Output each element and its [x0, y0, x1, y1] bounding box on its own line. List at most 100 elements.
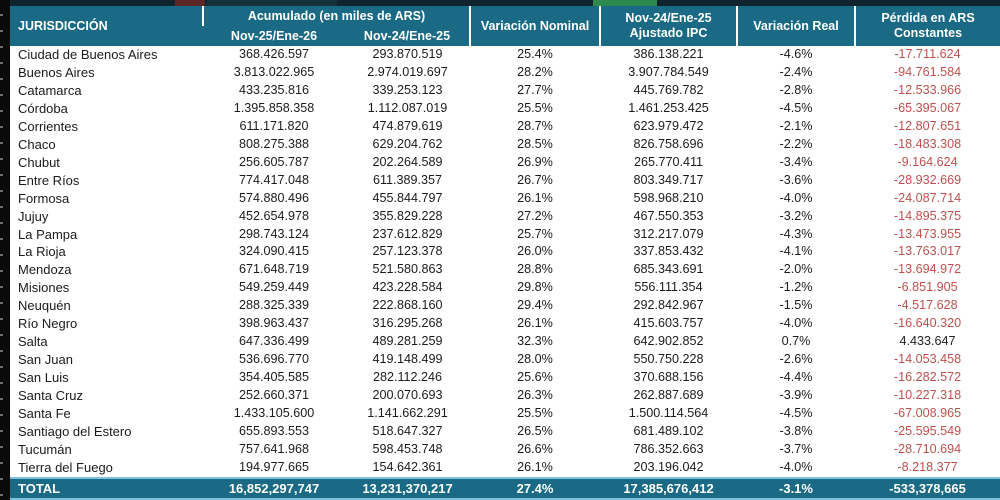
- cell-variacion-nominal: 26.3%: [517, 388, 553, 403]
- cell-variacion-real: -4.5%: [779, 100, 813, 115]
- cell-variacion-nominal: 26.9%: [517, 154, 553, 169]
- cell-jurisdiccion: Santiago del Estero: [18, 424, 132, 440]
- cell-perdida-ars: -16.640.320: [893, 316, 962, 331]
- cell-jurisdiccion: Ciudad de Buenos Aires: [18, 47, 158, 62]
- cell-ajustado-ipc: 681.489.102: [633, 424, 704, 439]
- cell-jurisdiccion: San Juan: [18, 352, 73, 368]
- cell-variacion-real: -4.0%: [779, 459, 813, 474]
- cell-perdida-ars: -6.851.905: [897, 280, 958, 295]
- cell-nov24-ene25: 316.295.268: [372, 316, 443, 331]
- cell-nov24-ene25: 419.148.499: [372, 352, 443, 367]
- cell-nov24-ene25: 202.264.589: [372, 154, 443, 169]
- table-row: Catamarca 433.235.816 339.253.123 27.7% …: [10, 82, 1000, 100]
- cell-nov24-ene25: 355.829.228: [372, 208, 443, 223]
- cell-nov25-ene26: 655.893.553: [238, 424, 310, 439]
- total-perdida-ars: -533,378,665: [889, 480, 966, 496]
- total-nov25-ene26: 16,852,297,747: [228, 480, 320, 496]
- cell-perdida-ars: -25.595.549: [893, 424, 962, 439]
- cell-nov24-ene25: 518.647.327: [372, 424, 443, 439]
- cell-nov25-ene26: 574.880.496: [238, 190, 310, 205]
- cell-nov24-ene25: 222.868.160: [372, 298, 443, 313]
- cell-perdida-ars: -13.473.955: [893, 226, 962, 241]
- cell-jurisdiccion: Corrientes: [18, 118, 78, 134]
- cell-nov25-ene26: 194.977.665: [238, 459, 310, 474]
- cell-ajustado-ipc: 312.217.079: [633, 226, 704, 241]
- cell-jurisdiccion: Salta: [18, 334, 48, 350]
- cell-perdida-ars: 4.433.647: [899, 334, 956, 349]
- cell-perdida-ars: -65.395.067: [893, 100, 962, 115]
- cell-nov24-ene25: 598.453.748: [372, 441, 443, 456]
- cell-ajustado-ipc: 550.750.228: [633, 352, 704, 367]
- total-ajustado-ipc: 17,385,676,412: [623, 480, 714, 496]
- cell-variacion-real: -4.0%: [779, 316, 813, 331]
- cell-nov25-ene26: 774.417.048: [238, 172, 310, 187]
- cell-variacion-real: -3.6%: [779, 172, 813, 187]
- cell-ajustado-ipc: 445.769.782: [633, 82, 704, 97]
- cell-ajustado-ipc: 556.111.354: [634, 280, 703, 295]
- cell-nov25-ene26: 354.405.585: [238, 370, 310, 385]
- data-table: JURISDICCIÓN Acumulado (en miles de ARS)…: [10, 6, 1000, 500]
- cropped-sheet-edge: [0, 0, 10, 500]
- cell-jurisdiccion: Formosa: [18, 190, 70, 206]
- cell-variacion-real: -3.4%: [779, 154, 813, 169]
- cell-variacion-real: -2.1%: [779, 118, 813, 133]
- header-perdida-line1: Pérdida en ARS: [881, 11, 975, 25]
- cell-ajustado-ipc: 623.979.472: [633, 118, 704, 133]
- table-row: Mendoza 671.648.719 521.580.863 28.8% 68…: [10, 261, 1000, 279]
- cell-variacion-nominal: 32.3%: [517, 334, 553, 349]
- cell-perdida-ars: -24.087.714: [893, 190, 962, 205]
- cell-jurisdiccion: Córdoba: [18, 100, 68, 116]
- cell-perdida-ars: -94.761.584: [893, 64, 962, 79]
- header-ajustado-ipc: Nov-24/Ene-25 Ajustado IPC: [599, 6, 737, 46]
- cell-nov25-ene26: 324.090.415: [238, 244, 310, 259]
- cell-jurisdiccion: Chaco: [18, 136, 56, 152]
- cell-perdida-ars: -28.710.694: [893, 441, 962, 456]
- cell-variacion-nominal: 25.7%: [517, 226, 553, 241]
- cell-jurisdiccion: Buenos Aires: [18, 64, 95, 80]
- table-row: Chubut 256.605.787 202.264.589 26.9% 265…: [10, 154, 1000, 172]
- cell-ajustado-ipc: 786.352.663: [633, 441, 704, 456]
- cell-nov24-ene25: 1.141.662.291: [367, 406, 448, 421]
- cell-nov24-ene25: 257.123.378: [372, 244, 443, 259]
- cell-variacion-nominal: 29.4%: [517, 298, 553, 313]
- table-row: Córdoba 1.395.858.358 1.112.087.019 25.5…: [10, 100, 1000, 118]
- cell-ajustado-ipc: 337.853.432: [633, 244, 704, 259]
- cell-variacion-real: -3.2%: [779, 208, 813, 223]
- table-row: Entre Ríos 774.417.048 611.389.357 26.7%…: [10, 172, 1000, 190]
- cell-perdida-ars: -14.053.458: [893, 352, 962, 367]
- cell-ajustado-ipc: 1.461.253.425: [628, 100, 709, 115]
- table-row: Tierra del Fuego 194.977.665 154.642.361…: [10, 459, 1000, 478]
- cell-jurisdiccion: Tucumán: [18, 441, 72, 457]
- table-row: Buenos Aires 3.813.022.965 2.974.019.697…: [10, 64, 1000, 82]
- header-perdida-ars: Pérdida en ARS Constantes: [854, 6, 1000, 46]
- cell-ajustado-ipc: 262.887.689: [633, 388, 704, 403]
- cell-jurisdiccion: San Luis: [18, 370, 69, 386]
- cell-nov25-ene26: 1.433.105.600: [233, 406, 315, 421]
- cell-variacion-real: -2.8%: [779, 82, 813, 97]
- table-row: Santa Cruz 252.660.371 200.070.693 26.3%…: [10, 387, 1000, 405]
- cell-jurisdiccion: Mendoza: [18, 262, 72, 278]
- cell-nov25-ene26: 671.648.719: [238, 262, 310, 277]
- table-row: Jujuy 452.654.978 355.829.228 27.2% 467.…: [10, 208, 1000, 226]
- total-row: TOTAL 16,852,297,747 13,231,370,217 27.4…: [10, 478, 1000, 499]
- cell-jurisdiccion: Río Negro: [18, 316, 78, 332]
- table-row: La Pampa 298.743.124 237.612.829 25.7% 3…: [10, 226, 1000, 244]
- cell-ajustado-ipc: 467.550.353: [633, 208, 704, 223]
- cell-jurisdiccion: Tierra del Fuego: [18, 459, 113, 475]
- cell-perdida-ars: -18.483.308: [893, 136, 962, 151]
- cell-variacion-real: -2.2%: [779, 136, 813, 151]
- cell-jurisdiccion: Jujuy: [18, 208, 49, 224]
- header-variacion-real: Variación Real: [736, 6, 855, 46]
- cell-nov25-ene26: 808.275.388: [238, 136, 310, 151]
- cell-perdida-ars: -10.227.318: [893, 388, 962, 403]
- cell-perdida-ars: -14.895.375: [893, 208, 962, 223]
- cell-ajustado-ipc: 826.758.696: [633, 136, 704, 151]
- cell-nov24-ene25: 455.844.797: [372, 190, 443, 205]
- cell-nov25-ene26: 611.171.820: [239, 118, 309, 133]
- table-header: JURISDICCIÓN Acumulado (en miles de ARS)…: [10, 6, 1000, 46]
- total-nov24-ene25: 13,231,370,217: [362, 480, 453, 496]
- cell-variacion-nominal: 26.1%: [517, 316, 553, 331]
- table-row: Santa Fe 1.433.105.600 1.141.662.291 25.…: [10, 405, 1000, 423]
- cell-nov24-ene25: 474.879.619: [372, 118, 443, 133]
- cell-variacion-nominal: 28.0%: [517, 352, 553, 367]
